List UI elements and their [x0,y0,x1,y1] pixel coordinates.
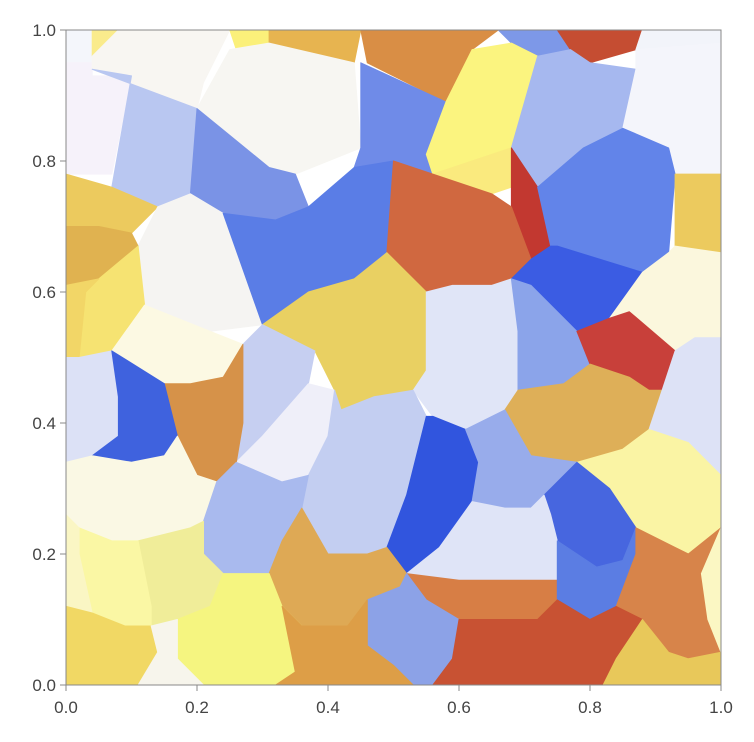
voronoi-cell-52 [66,514,93,614]
x-tick-label: 0.6 [447,698,471,717]
x-tick-label: 1.0 [709,698,733,717]
plot-frame [65,29,722,686]
voronoi-cell-58 [176,573,303,685]
y-tick-label: 0.6 [32,283,56,302]
voronoi-cell-60 [432,599,643,685]
voronoi-cell-63 [275,599,414,685]
x-tick-label: 0.4 [316,698,340,717]
y-tick-label: 0.8 [32,152,56,171]
voronoi-cell-64 [602,619,721,685]
x-tick-label: 0.0 [54,698,78,717]
voronoi-cell-27 [66,278,100,358]
voronoi-cell-57 [700,527,721,653]
x-tick-label: 0.8 [578,698,602,717]
y-tick-label: 0.4 [32,414,56,433]
voronoi-cells [66,30,721,685]
voronoi-cell-31 [412,278,519,430]
y-axis: 0.0 0.2 0.4 0.6 0.8 1.0 [32,21,66,695]
voronoi-cell-62 [137,619,204,685]
y-tick-label: 0.2 [32,545,56,564]
voronoi-cell-0 [66,30,93,64]
voronoi-cell-21 [674,173,721,254]
y-tick-label: 0.0 [32,676,56,695]
x-tick-label: 0.2 [185,698,209,717]
y-tick-label: 1.0 [32,21,56,40]
x-axis: 0.0 0.2 0.4 0.6 0.8 1.0 [54,685,733,717]
